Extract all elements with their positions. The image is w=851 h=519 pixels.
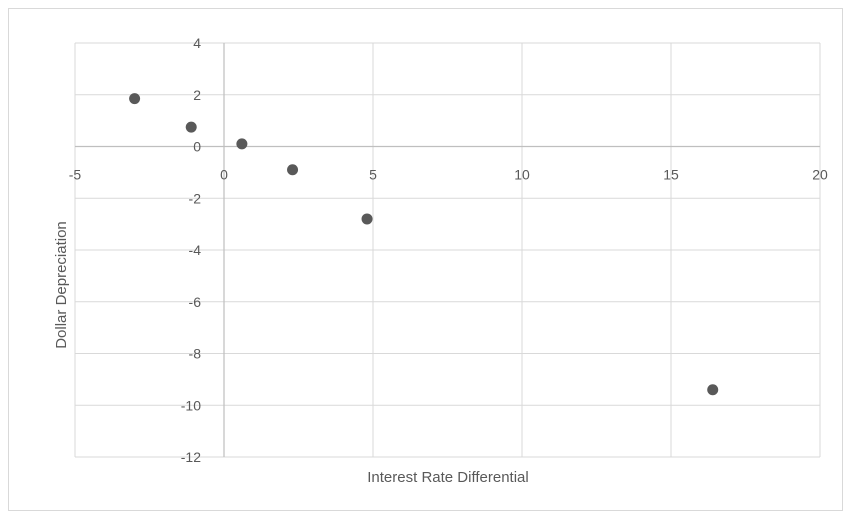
axes bbox=[75, 43, 820, 457]
y-tick-label: -12 bbox=[181, 449, 201, 465]
x-tick-label: 10 bbox=[514, 167, 530, 183]
data-points bbox=[129, 93, 719, 396]
y-tick-label: -2 bbox=[189, 190, 202, 206]
x-tick-label: 15 bbox=[663, 167, 679, 183]
data-point bbox=[185, 121, 197, 133]
y-tick-label: 4 bbox=[193, 35, 201, 51]
gridlines bbox=[74, 42, 821, 458]
y-tick-label: 2 bbox=[193, 87, 201, 103]
x-tick-label: -5 bbox=[69, 167, 82, 183]
data-point bbox=[287, 164, 299, 176]
data-point bbox=[707, 384, 719, 396]
x-tick-label: 0 bbox=[220, 167, 228, 183]
x-tick-label: 20 bbox=[812, 167, 828, 183]
y-tick-label: -6 bbox=[189, 294, 202, 310]
x-axis-title: Interest Rate Differential bbox=[367, 469, 528, 486]
y-tick-label: -8 bbox=[189, 346, 202, 362]
x-tick-label: 5 bbox=[369, 167, 377, 183]
y-tick-labels: 4 2 0 -2 -4 -6 -8 -10 -12 bbox=[181, 35, 201, 465]
x-tick-labels: -5 0 5 10 15 20 bbox=[69, 167, 828, 183]
y-axis-title: Dollar Depreciation bbox=[53, 221, 70, 349]
chart-frame bbox=[8, 8, 843, 511]
y-tick-label: -10 bbox=[181, 397, 201, 413]
data-point bbox=[236, 138, 248, 150]
data-point bbox=[129, 93, 141, 105]
y-tick-label: -4 bbox=[189, 242, 202, 258]
data-point bbox=[361, 213, 373, 225]
y-tick-label: 0 bbox=[193, 139, 201, 155]
